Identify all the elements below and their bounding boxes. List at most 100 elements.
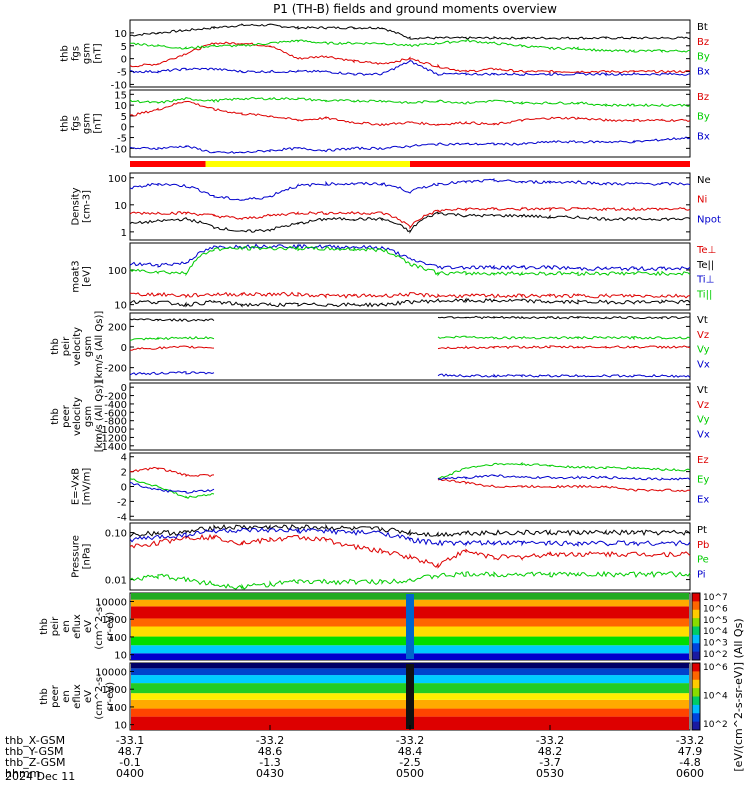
legend-entry: Ex: [697, 494, 709, 505]
series-line-Pt: [129, 523, 691, 538]
panel-ylabel-line: peer: [50, 684, 61, 708]
legend-entry: Bx: [697, 131, 710, 142]
series-line-Npot: [129, 178, 691, 201]
series-line-Bx: [129, 59, 691, 77]
panel-ylabel-line: [nT]: [93, 113, 104, 133]
ytick-label: -10: [111, 144, 127, 155]
panel-ylabel-line: sr-eV): [105, 612, 116, 641]
panel-frame: [129, 312, 691, 381]
legend-entry: Npot: [697, 214, 721, 225]
series-line-Bt: [129, 23, 691, 40]
ytick-label: 0: [121, 483, 127, 494]
colorbar-step: [692, 663, 700, 672]
mode-bar-segment: [205, 161, 410, 167]
ytick-label: 10000: [95, 667, 127, 678]
ytick-label: 10000: [95, 597, 127, 608]
legend-entry: Bt: [697, 22, 708, 33]
series-line-Ti⊥: [129, 243, 691, 272]
mode-bar-segment: [130, 161, 206, 167]
panel-6: thb peer velocity gsm [km/s (All Qs)]-1400-1…: [50, 381, 710, 453]
panel-ylabel-line: thb: [50, 338, 61, 355]
panel-ylabel-line: peir: [50, 616, 61, 636]
legend-entry: Bx: [697, 66, 710, 77]
data-gap-strip: [406, 594, 414, 659]
ytick-label: -1200: [98, 433, 127, 444]
series-line-Te||: [129, 297, 691, 308]
legend-entry: Vt: [697, 385, 708, 396]
colorbar-frame: [691, 592, 701, 661]
figure-title: P1 (TH-B) fields and ground moments over…: [273, 2, 557, 16]
panel-frame: [129, 242, 691, 311]
series-line-Ti||: [129, 245, 691, 277]
panel-3: Density [cm-3] 1 10 100 Ne Ni Npot: [71, 172, 721, 241]
colorbar-step: [692, 721, 700, 731]
series-line-Ne: [129, 211, 691, 234]
colorbar-step: [692, 713, 700, 723]
xtick-label: -33.2: [256, 734, 284, 747]
ytick-label: -200: [104, 392, 127, 403]
panel-frame: [129, 382, 691, 451]
colorbar-tick-label: 10^7: [703, 593, 728, 603]
ytick-label: 0: [121, 55, 127, 66]
legend-entry: Bz: [697, 92, 709, 103]
colorbar-step: [692, 704, 700, 714]
ytick-label: 0.01: [105, 576, 127, 587]
ytick-label: 10: [114, 201, 127, 212]
ytick-label: 0.10: [105, 529, 127, 540]
xtick-label: -2.5: [399, 756, 420, 769]
panel-ylabel-line: (cm^2-s-: [94, 603, 105, 650]
ytick-label: 2: [121, 468, 127, 479]
legend-entry: Ti||: [696, 289, 712, 300]
colorbar-step: [692, 671, 700, 681]
xtick-label: -3.7: [539, 756, 560, 769]
xtick-label: 48.7: [118, 745, 143, 758]
series-line-Ey: [129, 461, 691, 499]
panel-4: moat3 [eV] 10 100 Te⊥ Te|| Ti⊥ Ti||: [71, 242, 716, 312]
xtick-label: -4.8: [679, 756, 700, 769]
panel-ylabel-line: thb: [39, 618, 50, 635]
ytick-label: 5: [121, 112, 127, 123]
series-line-By: [130, 39, 691, 54]
panel-ylabel-line: peer: [61, 404, 72, 428]
legend-entry: Ti⊥: [696, 275, 714, 286]
legend-entry: Vx: [697, 359, 710, 370]
panel-ylabel-line: eflux: [72, 684, 83, 709]
legend-entry: Ez: [697, 455, 709, 466]
xaxis-row-label: thb_X-GSM: [5, 734, 65, 747]
panel-ylabel-line: fgs: [71, 116, 82, 131]
panel-ylabel-line: E=-VxB: [71, 468, 82, 505]
legend-entry: Ne: [697, 175, 711, 186]
ytick-label: 200: [108, 322, 127, 333]
legend-entry: Pe: [697, 555, 709, 566]
mode-bar-segment: [410, 161, 690, 167]
legend-entry: Vx: [697, 429, 710, 440]
legend-entry: Ey: [697, 475, 709, 486]
legend-entry: Pt: [697, 525, 707, 536]
ytick-label: 10: [114, 651, 127, 662]
panel-ylabel-line: [mV/m]: [82, 468, 93, 506]
ytick-label: 10: [114, 101, 127, 112]
legend-entry: Vz: [697, 330, 709, 341]
ytick-label: -1000: [98, 425, 127, 436]
panel-ylabel-line: [km/s (All Qs)]: [94, 311, 105, 383]
panel-ylabel-line: thb: [50, 408, 61, 425]
series-line-Vz: [129, 345, 691, 351]
xtick-label: -33.2: [676, 734, 704, 747]
panel-ylabel-line: gsm: [82, 113, 93, 134]
panel-ylabel-line: velocity: [72, 397, 83, 436]
panel-ylabel-line: en: [61, 620, 72, 633]
colorbar-tick-label: 10^6: [703, 663, 728, 673]
panel-ylabel-line: eflux: [72, 614, 83, 639]
ytick-label: 15: [114, 90, 127, 101]
series-line-Bx: [129, 136, 691, 154]
xtick-label: 0500: [396, 767, 424, 780]
xaxis-row-label: thb_Y-GSM: [5, 745, 64, 758]
ytick-label: 1000: [102, 685, 127, 696]
spacecraft-mode-bar: [130, 161, 690, 167]
data-gap-strip: [406, 664, 414, 729]
colorbar-unit-label: [eV/(cm^2-s-sr-eV)] (All Qs): [732, 618, 745, 771]
colorbar-tick-label: 10^5: [703, 616, 728, 626]
xtick-label: 0400: [116, 767, 144, 780]
legend-entry: Bz: [697, 37, 709, 48]
xtick-label: -33.2: [396, 734, 424, 747]
